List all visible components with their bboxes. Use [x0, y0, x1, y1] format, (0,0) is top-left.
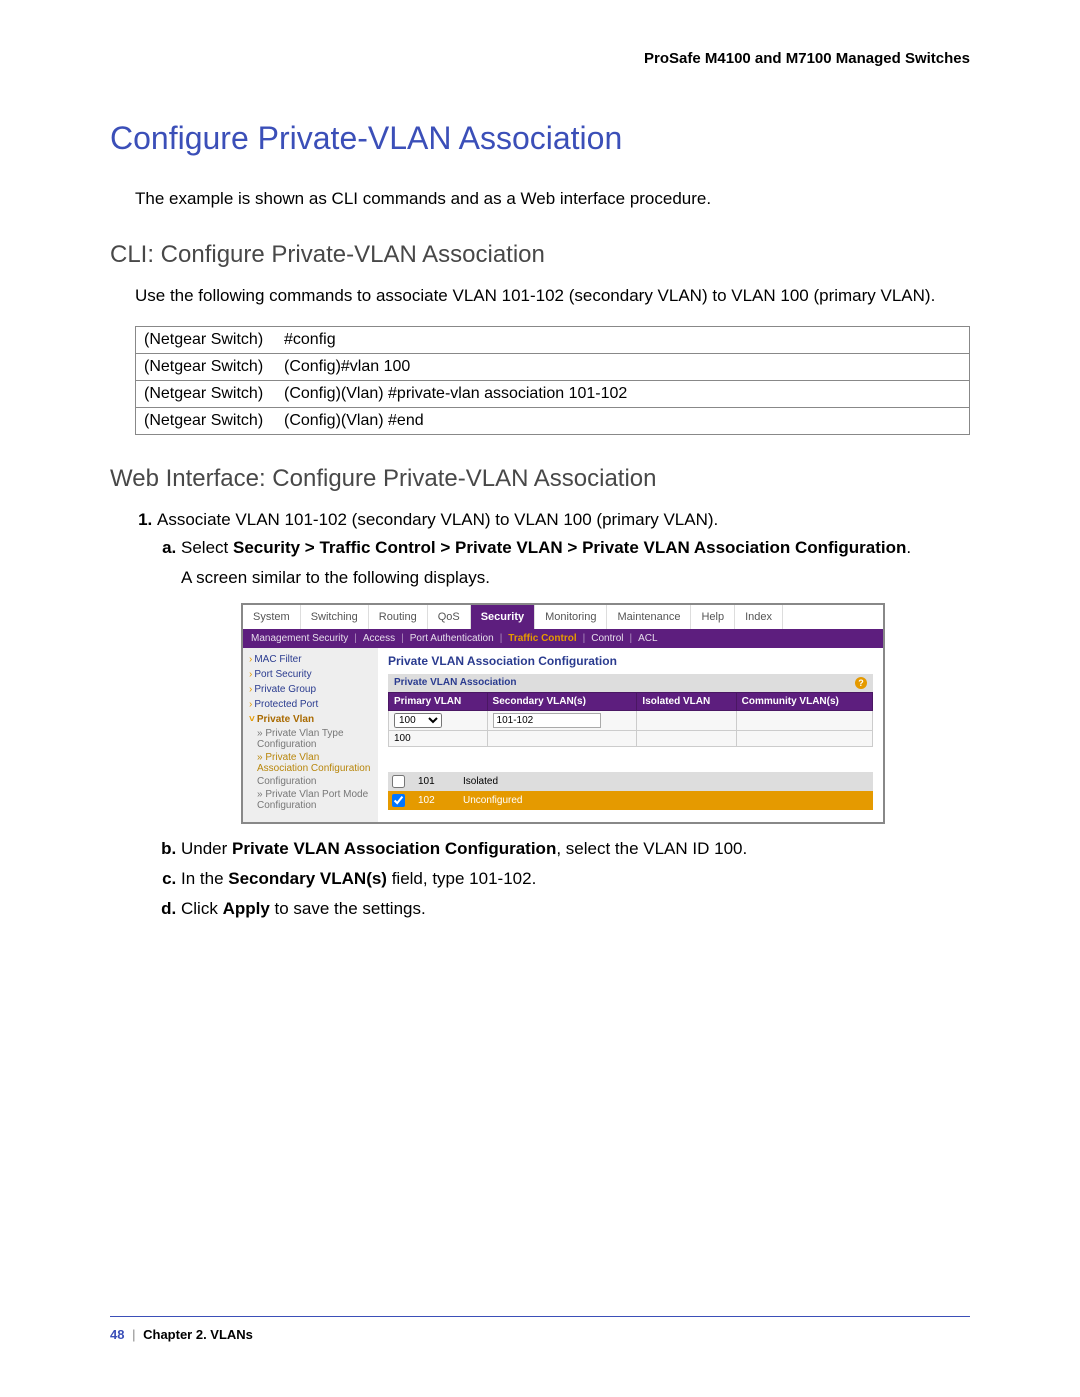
step-b-pre: Under — [181, 839, 232, 858]
subnav-item[interactable]: Access — [363, 633, 395, 644]
subnav-item[interactable]: Port Authentication — [410, 633, 494, 644]
vlan-table: Primary VLAN Secondary VLAN(s) Isolated … — [388, 692, 873, 747]
cli-cmd: #config — [284, 331, 961, 349]
main-tabs: System Switching Routing QoS Security Mo… — [243, 605, 883, 629]
step-c-post: field, type 101-102. — [387, 869, 536, 888]
doc-header: ProSafe M4100 and M7100 Managed Switches — [644, 50, 970, 67]
status-id: 101 — [408, 776, 463, 787]
tab-system[interactable]: System — [243, 605, 301, 629]
status-state: Unconfigured — [463, 795, 873, 806]
step-d: Click Apply to save the settings. — [181, 899, 970, 919]
step-c-bold: Secondary VLAN(s) — [228, 869, 387, 888]
main-panel: Private VLAN Association Configuration P… — [378, 648, 883, 822]
cli-prompt: (Netgear Switch) — [144, 385, 284, 403]
step-a-path: Security > Traffic Control > Private VLA… — [233, 538, 906, 557]
sidebar: ›MAC Filter ›Port Security ›Private Grou… — [243, 648, 378, 822]
sidebar-item[interactable]: ›MAC Filter — [243, 652, 378, 667]
row-checkbox[interactable] — [392, 775, 405, 788]
step-1: Associate VLAN 101-102 (secondary VLAN) … — [157, 510, 970, 919]
sidebar-subitem[interactable]: » Private Vlan Port Mode Configuration — [243, 788, 378, 812]
screen-note: A screen similar to the following displa… — [181, 568, 970, 588]
row-checkbox[interactable] — [392, 794, 405, 807]
cli-prompt: (Netgear Switch) — [144, 358, 284, 376]
tab-switching[interactable]: Switching — [301, 605, 369, 629]
subnav-item-active[interactable]: Traffic Control — [508, 633, 576, 644]
step-b-post: , select the VLAN ID 100. — [556, 839, 747, 858]
step-c: In the Secondary VLAN(s) field, type 101… — [181, 869, 970, 889]
panel-header: Private VLAN Association ? — [388, 674, 873, 692]
step-a: Select Security > Traffic Control > Priv… — [181, 538, 970, 824]
sidebar-subitem[interactable]: » Private Vlan Type Configuration — [243, 727, 378, 751]
tab-security[interactable]: Security — [471, 605, 535, 629]
sidebar-subitem-active[interactable]: » Private Vlan Association Configuration — [243, 751, 378, 775]
secondary-vlan-input[interactable] — [493, 713, 601, 728]
table-cell: 100 — [389, 730, 488, 746]
step-c-pre: In the — [181, 869, 228, 888]
step-a-pre: Select — [181, 538, 233, 557]
col-header: Isolated VLAN — [637, 692, 736, 710]
info-icon[interactable]: ? — [855, 677, 867, 689]
chapter-label: Chapter 2. VLANs — [143, 1327, 253, 1342]
subnav-item[interactable]: ACL — [638, 633, 657, 644]
sub-nav: Management Security| Access| Port Authen… — [243, 629, 883, 648]
web-ui-screenshot: System Switching Routing QoS Security Mo… — [241, 603, 885, 824]
col-header: Primary VLAN — [389, 692, 488, 710]
cli-code-block: (Netgear Switch)#config (Netgear Switch)… — [135, 326, 970, 435]
page-title: Configure Private-VLAN Association — [110, 120, 970, 157]
subnav-item[interactable]: Control — [591, 633, 623, 644]
sidebar-item[interactable]: ›Port Security — [243, 667, 378, 682]
intro-text: The example is shown as CLI commands and… — [135, 187, 970, 211]
tab-index[interactable]: Index — [735, 605, 783, 629]
page-number: 48 — [110, 1327, 124, 1342]
step-1-text: Associate VLAN 101-102 (secondary VLAN) … — [157, 510, 718, 529]
page-footer: 48 | Chapter 2. VLANs — [110, 1316, 970, 1342]
status-state: Isolated — [463, 776, 873, 787]
cli-cmd: (Config)#vlan 100 — [284, 358, 961, 376]
col-header: Secondary VLAN(s) — [487, 692, 637, 710]
col-header: Community VLAN(s) — [736, 692, 872, 710]
cli-intro: Use the following commands to associate … — [135, 284, 970, 308]
sidebar-subitem[interactable]: Configuration — [243, 775, 378, 788]
cli-prompt: (Netgear Switch) — [144, 412, 284, 430]
status-id: 102 — [408, 795, 463, 806]
tab-monitoring[interactable]: Monitoring — [535, 605, 607, 629]
section-cli-heading: CLI: Configure Private-VLAN Association — [110, 241, 970, 269]
cli-prompt: (Netgear Switch) — [144, 331, 284, 349]
status-rows: 101 Isolated 102 Unconfigured — [388, 772, 873, 810]
panel-title: Private VLAN Association Configuration — [388, 654, 873, 668]
step-d-post: to save the settings. — [270, 899, 426, 918]
cli-cmd: (Config)(Vlan) #end — [284, 412, 961, 430]
panel-header-label: Private VLAN Association — [394, 677, 516, 688]
section-web-heading: Web Interface: Configure Private-VLAN As… — [110, 465, 970, 493]
tab-maintenance[interactable]: Maintenance — [607, 605, 691, 629]
tab-qos[interactable]: QoS — [428, 605, 471, 629]
subnav-item[interactable]: Management Security — [251, 633, 348, 644]
tab-help[interactable]: Help — [691, 605, 735, 629]
sidebar-item-expanded[interactable]: ˅Private Vlan — [243, 712, 378, 727]
status-row: 101 Isolated — [388, 772, 873, 791]
sidebar-item[interactable]: ›Private Group — [243, 682, 378, 697]
cli-cmd: (Config)(Vlan) #private-vlan association… — [284, 385, 961, 403]
sidebar-item[interactable]: ›Protected Port — [243, 697, 378, 712]
tab-routing[interactable]: Routing — [369, 605, 428, 629]
status-row-highlighted: 102 Unconfigured — [388, 791, 873, 810]
step-d-bold: Apply — [223, 899, 270, 918]
step-b: Under Private VLAN Association Configura… — [181, 839, 970, 859]
primary-vlan-select[interactable]: 100 — [394, 713, 442, 728]
step-a-post: . — [906, 538, 911, 557]
step-b-bold: Private VLAN Association Configuration — [232, 839, 556, 858]
step-d-pre: Click — [181, 899, 223, 918]
